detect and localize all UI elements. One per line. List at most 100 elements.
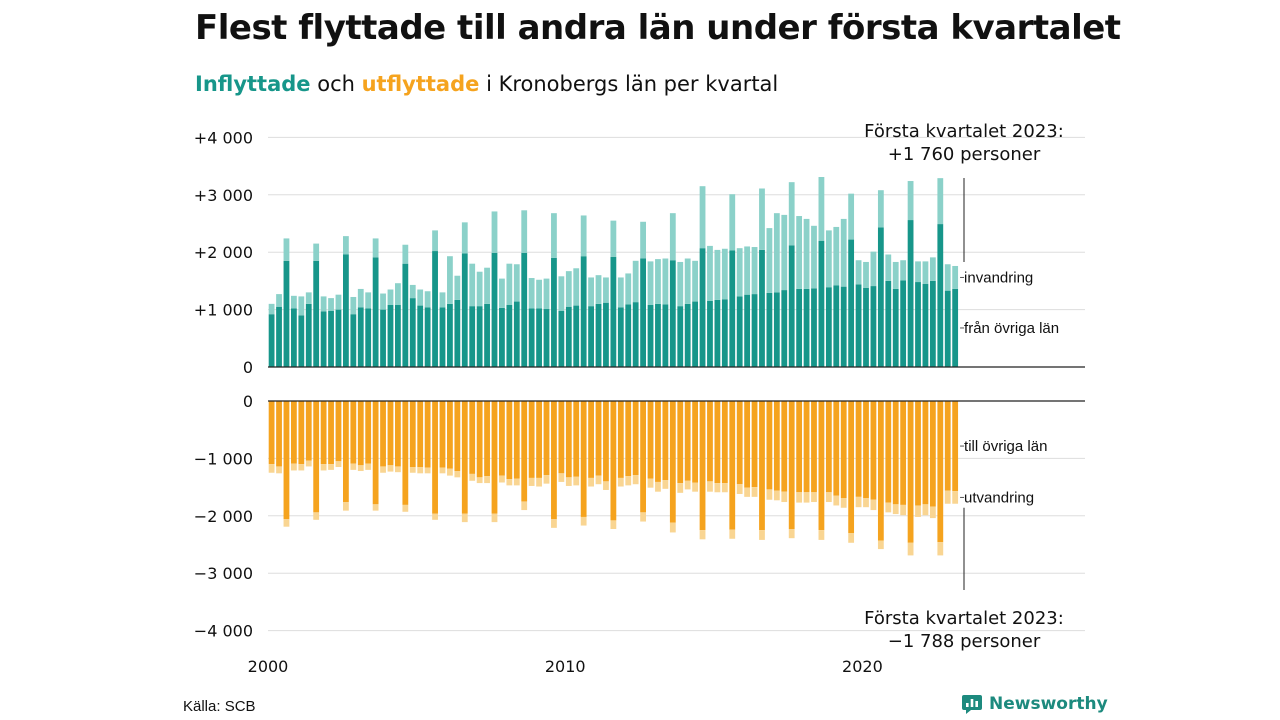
bar-outflow-emigration	[320, 464, 327, 471]
bar-inflow-domestic	[603, 302, 609, 367]
bar-inflow-immigration	[372, 238, 379, 258]
bar-outflow-domestic	[662, 401, 669, 481]
bar-inflow-domestic	[298, 315, 305, 367]
bar-inflow-immigration	[848, 193, 855, 240]
bar-outflow-domestic	[692, 401, 699, 483]
bar-inflow-domestic	[513, 301, 520, 367]
bar-outflow-emigration	[655, 481, 661, 492]
bar-outflow-domestic	[395, 401, 401, 467]
bar-inflow-domestic	[565, 306, 572, 367]
bar-outflow-emigration	[937, 542, 944, 556]
bar-inflow-domestic	[907, 220, 914, 367]
bar-outflow-emigration	[811, 492, 817, 503]
bar-outflow-domestic	[952, 401, 959, 492]
bar-inflow-domestic	[647, 305, 654, 367]
bar-outflow-emigration	[825, 492, 832, 503]
bar-inflow-domestic	[922, 283, 929, 367]
bar-inflow-domestic	[469, 306, 476, 367]
bar-inflow-domestic	[692, 301, 699, 367]
bar-inflow-domestic	[595, 303, 602, 367]
bar-inflow-immigration	[885, 254, 892, 281]
bar-inflow-immigration	[617, 277, 624, 308]
bar-outflow-emigration	[528, 477, 535, 486]
bar-outflow-domestic	[915, 401, 921, 506]
bar-outflow-domestic	[588, 401, 594, 478]
bar-inflow-domestic	[915, 282, 921, 367]
bar-outflow-emigration	[521, 501, 528, 511]
bar-outflow-domestic	[447, 401, 453, 469]
bar-outflow-domestic	[313, 401, 320, 513]
bar-outflow-domestic	[788, 401, 795, 530]
bar-inflow-domestic	[736, 296, 743, 367]
bar-outflow-domestic	[543, 401, 550, 476]
bar-inflow-domestic	[283, 260, 290, 367]
bar-outflow-domestic	[536, 401, 542, 478]
bar-outflow-emigration	[952, 491, 959, 504]
bar-inflow-domestic	[484, 303, 490, 367]
bar-inflow-domestic	[937, 224, 944, 367]
bar-outflow-domestic	[558, 401, 565, 474]
annotation-inflow-line1: Första kvartalet 2023:	[864, 121, 1064, 142]
bar-outflow-domestic	[506, 401, 513, 480]
bar-outflow-emigration	[343, 502, 349, 511]
bar-inflow-immigration	[729, 194, 736, 251]
y-tick-label-inflow: +2 000	[194, 243, 253, 262]
bar-inflow-immigration	[892, 261, 899, 289]
y-tick-label-inflow: +4 000	[194, 128, 253, 147]
bar-outflow-emigration	[565, 477, 572, 486]
bar-inflow-immigration	[796, 216, 803, 289]
bar-outflow-emigration	[870, 499, 877, 511]
legend-label-emigration: utvandring	[964, 489, 1034, 506]
bar-inflow-domestic	[476, 306, 483, 367]
bar-outflow-emigration	[818, 530, 825, 540]
bar-outflow-domestic	[409, 401, 416, 468]
bar-outflow-emigration	[595, 475, 602, 485]
bar-inflow-immigration	[781, 214, 788, 291]
bar-inflow-immigration	[387, 289, 394, 306]
y-tick-label-outflow: −2 000	[194, 507, 253, 526]
bar-inflow-domestic	[781, 290, 788, 367]
bar-inflow-immigration	[320, 296, 327, 312]
bar-inflow-domestic	[506, 305, 513, 367]
bar-outflow-emigration	[640, 512, 646, 522]
bar-outflow-domestic	[528, 401, 535, 478]
bar-outflow-emigration	[751, 487, 758, 497]
bar-outflow-emigration	[551, 519, 557, 528]
bar-outflow-emigration	[944, 490, 951, 504]
bar-inflow-domestic	[848, 239, 855, 367]
bar-outflow-emigration	[714, 483, 721, 493]
bar-outflow-emigration	[699, 530, 706, 540]
bar-outflow-emigration	[439, 467, 446, 474]
y-tick-label-inflow: +3 000	[194, 186, 253, 205]
bar-inflow-immigration	[313, 243, 320, 261]
bar-inflow-domestic	[892, 288, 899, 367]
bar-inflow-domestic	[402, 263, 409, 367]
bar-outflow-emigration	[417, 467, 424, 474]
bar-inflow-domestic	[707, 300, 713, 367]
bar-inflow-domestic	[766, 292, 773, 367]
bar-outflow-domestic	[833, 401, 840, 496]
bar-inflow-domestic	[655, 303, 661, 367]
bar-inflow-immigration	[380, 293, 386, 310]
bar-outflow-domestic	[439, 401, 446, 468]
bar-inflow-domestic	[840, 286, 847, 367]
bar-inflow-domestic	[521, 252, 528, 367]
bar-inflow-immigration	[395, 283, 401, 306]
bar-outflow-domestic	[595, 401, 602, 476]
bar-outflow-domestic	[825, 401, 832, 493]
bar-inflow-immigration	[766, 228, 773, 293]
bar-outflow-emigration	[885, 502, 892, 513]
bar-inflow-domestic	[417, 305, 424, 367]
bar-outflow-emigration	[855, 496, 862, 508]
bar-inflow-immigration	[677, 261, 684, 307]
bar-outflow-emigration	[677, 483, 684, 493]
bar-outflow-domestic	[454, 401, 461, 472]
bar-outflow-domestic	[707, 401, 713, 482]
bar-inflow-domestic	[320, 311, 327, 367]
bar-outflow-domestic	[565, 401, 572, 478]
bar-outflow-emigration	[900, 504, 907, 516]
bar-inflow-immigration	[863, 261, 869, 288]
bar-inflow-immigration	[952, 265, 959, 289]
bar-inflow-immigration	[929, 257, 936, 281]
bar-inflow-domestic	[536, 308, 542, 367]
